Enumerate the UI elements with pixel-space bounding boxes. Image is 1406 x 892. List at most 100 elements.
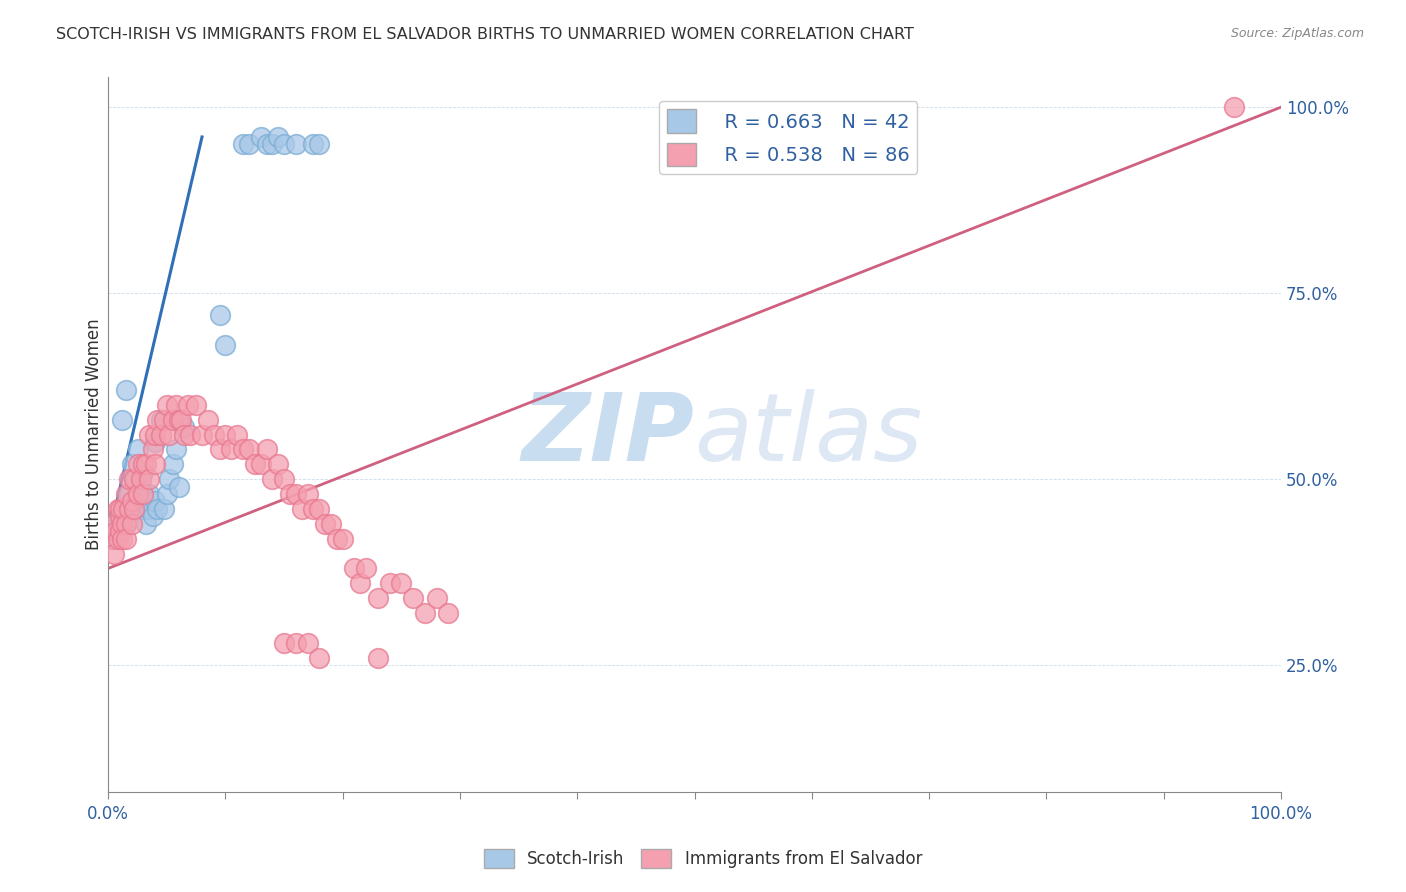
Point [118,487,141,501]
Point [138,427,160,442]
Point [249,457,271,471]
Point [249,130,271,145]
Point [118,502,141,516]
Point [135,457,157,471]
Point [114,383,136,397]
Point [308,137,330,152]
Point [378,576,401,591]
Point [186,398,208,412]
Point [297,487,319,501]
Point [107,509,129,524]
Point [114,516,136,531]
Point [156,487,179,501]
Point [108,509,131,524]
Point [1223,100,1246,114]
Point [146,502,169,516]
Point [238,442,260,457]
Point [170,412,193,426]
Point [273,137,295,152]
Text: SCOTCH-IRISH VS IMMIGRANTS FROM EL SALVADOR BIRTHS TO UNMARRIED WOMEN CORRELATIO: SCOTCH-IRISH VS IMMIGRANTS FROM EL SALVA… [56,27,914,42]
Point [143,427,166,442]
Point [138,472,160,486]
Point [121,457,143,471]
Point [273,472,295,486]
Point [308,502,330,516]
Point [262,472,284,486]
Point [121,516,143,531]
Point [122,502,145,516]
Point [114,516,136,531]
Point [267,457,290,471]
Point [221,442,243,457]
Point [326,532,349,546]
Point [108,524,131,539]
Point [256,442,278,457]
Point [153,412,176,426]
Point [157,472,180,486]
Point [214,427,236,442]
Point [332,532,354,546]
Point [121,494,143,508]
Point [127,442,149,457]
Point [153,502,176,516]
Point [108,524,131,539]
Point [267,130,290,145]
Point [103,547,125,561]
Text: ZIP: ZIP [522,389,695,481]
Point [238,137,260,152]
Point [226,427,249,442]
Point [284,636,307,650]
Point [179,427,201,442]
Point [105,524,128,539]
Point [127,487,149,501]
Point [129,480,152,494]
Point [162,412,184,426]
Point [100,532,122,546]
Point [143,457,166,471]
Point [122,472,145,486]
Point [319,516,342,531]
Point [167,412,190,426]
Point [114,532,136,546]
Point [354,561,377,575]
Point [156,398,179,412]
Point [129,472,152,486]
Point [135,516,157,531]
Point [142,509,165,524]
Point [177,398,200,412]
Point [111,532,134,546]
Point [273,636,295,650]
Point [143,494,166,508]
Point [107,502,129,516]
Point [132,502,155,516]
Point [132,457,155,471]
Point [157,427,180,442]
Point [143,434,166,449]
Point [284,487,307,501]
Point [162,457,184,471]
Point [413,606,436,620]
Point [191,427,214,442]
Point [297,636,319,650]
Point [284,137,307,152]
Point [256,137,278,152]
Point [173,420,195,434]
Point [132,465,155,479]
Point [389,576,412,591]
Legend:   R = 0.663   N = 42,   R = 0.538   N = 86: R = 0.663 N = 42, R = 0.538 N = 86 [659,102,917,174]
Point [149,412,172,426]
Point [314,516,336,531]
Point [127,494,149,508]
Point [165,442,187,457]
Point [149,427,172,442]
Text: atlas: atlas [695,389,922,480]
Point [232,442,254,457]
Point [278,487,301,501]
Point [146,412,169,426]
Point [349,576,371,591]
Point [437,606,460,620]
Point [121,502,143,516]
Point [343,561,366,575]
Legend: Scotch-Irish, Immigrants from El Salvador: Scotch-Irish, Immigrants from El Salvado… [477,842,929,875]
Point [103,532,125,546]
